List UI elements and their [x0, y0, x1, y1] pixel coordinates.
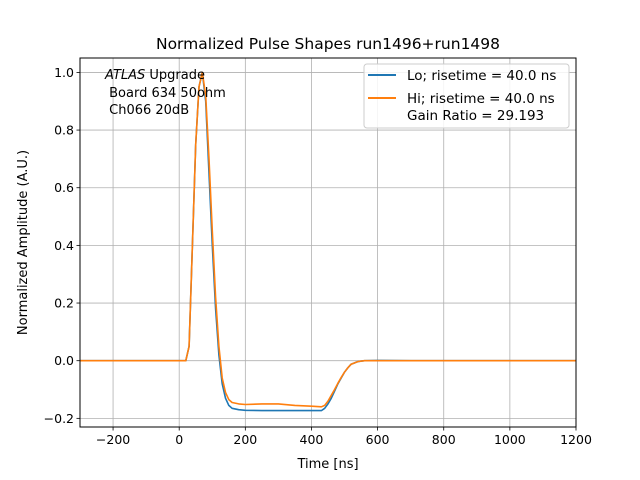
x-tick-label: 1000 — [494, 432, 526, 447]
x-tick-label: −200 — [96, 432, 130, 447]
y-tick-label: 0.0 — [54, 353, 74, 368]
y-tick-label: 0.2 — [54, 296, 74, 311]
y-axis-label: Normalized Amplitude (A.U.) — [16, 150, 31, 335]
atlas-label: ATLAS — [104, 68, 145, 83]
legend: Lo; risetime = 40.0 ns Hi; risetime = 40.… — [363, 63, 570, 129]
x-tick-label: 800 — [432, 432, 456, 447]
x-tick-label: 400 — [300, 432, 324, 447]
y-tick-label: 1.0 — [54, 65, 74, 80]
axes-frame — [79, 57, 577, 428]
y-tick-label: 0.4 — [54, 238, 74, 253]
series-layer — [80, 71, 576, 412]
legend-label-hi: Hi; risetime = 40.0 ns — [407, 91, 555, 107]
ticks: −200 0 200 400 600 800 1000 1200 −0.2 0.0 0.2 0.4 0.… — [44, 65, 592, 447]
x-tick-label: 0 — [175, 432, 183, 447]
upgrade-label: Upgrade — [145, 68, 205, 83]
x-tick-label: 1200 — [560, 432, 592, 447]
annotation-line-1: ATLAS Upgrade — [104, 68, 205, 83]
annotation-line-2: Board 634 50ohm — [105, 86, 226, 101]
annotation-line-3: Ch066 20dB — [105, 103, 189, 118]
series-line-hi — [80, 71, 576, 408]
x-tick-label: 200 — [233, 432, 257, 447]
y-tick-label: −0.2 — [44, 411, 74, 426]
atlas-annotation: ATLAS Upgrade Board 634 50ohm Ch066 20dB — [104, 68, 226, 118]
y-tick-label: 0.6 — [54, 180, 74, 195]
legend-label-lo: Lo; risetime = 40.0 ns — [407, 68, 556, 84]
y-tick-label: 0.8 — [54, 123, 74, 138]
legend-label-hi: Gain Ratio = 29.193 — [407, 108, 544, 124]
legend-box — [363, 63, 570, 129]
x-tick-label: 600 — [366, 432, 390, 447]
chart-title: Normalized Pulse Shapes run1496+run1498 — [156, 35, 500, 53]
legend-items: Lo; risetime = 40.0 ns Hi; risetime = 40.… — [368, 68, 556, 124]
x-axis-label: Time [ns] — [296, 457, 358, 472]
